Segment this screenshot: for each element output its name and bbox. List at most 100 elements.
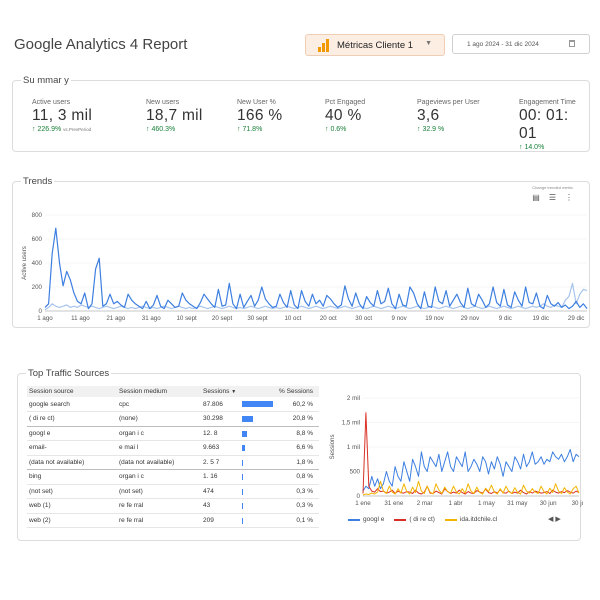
pct-cell: 8,8 % [263,426,319,441]
metric-value: 18,7 mil [146,107,203,124]
metric-engagement-time: Engagement Time 00: 01: 01 ↑ 14.0% [519,99,589,151]
x-tick-label: 30 oct [355,315,372,322]
sessions-cell: 30.298 [201,411,263,427]
metric-active-users: Active users 11, 3 mil ↑ 226.9% vs.PrevP… [32,99,92,133]
pct-cell: 0,3 % [263,498,319,514]
metric-value: 00: 01: 01 [519,107,569,142]
x-tick-label: 29 nov [461,315,480,322]
source-cell: web (2) [27,513,117,528]
x-tick-label: 1 ago [37,315,53,322]
x-tick-label: 20 sept [212,315,233,322]
y-tick-label: 600 [32,236,43,243]
source-cell: email- [27,440,117,456]
next-page-icon[interactable]: ▶ [555,516,561,523]
sessions-cell: 43 [201,498,263,514]
sessions-bar [242,430,247,437]
sort-desc-icon: ▼ [231,389,237,395]
source-cell: google search [27,397,117,412]
trend-controls: Change trended metric ▤ ☰ ⋮ [532,185,573,202]
legend-item[interactable]: googl e [348,516,384,523]
add-chart-icon[interactable]: ▤ [532,193,540,202]
table-row[interactable]: (data not available) (data not available)… [27,455,319,470]
column-header-medium[interactable]: Session medium [117,386,201,397]
sessions-cell: 2. 5 7 [201,455,263,470]
sessions-bar [242,503,243,509]
sessions-cell: 209 [201,513,263,528]
prev-page-icon[interactable]: ◀ [548,516,554,523]
account-selector[interactable]: Métricas Cliente 1 ▼ [305,34,445,56]
legend-item[interactable]: ( di re ct) [394,516,435,523]
metric-pct-engaged: Pct Engaged 40 % ↑ 0.6% [325,99,365,133]
table-row[interactable]: web (2) re fe rral 209 0,1 % [27,513,319,528]
metric-label: New User % [237,99,276,106]
metric-value: 166 % [237,107,283,124]
traffic-sources-card: Top Traffic Sources Session source Sessi… [17,368,583,541]
pct-cell: 0,1 % [263,513,319,528]
table-header-row: Session source Session medium Sessions ▼… [27,386,319,397]
series-line--di-re-ct- [362,412,580,495]
x-tick-label: 31 ene [384,500,403,507]
pct-cell: 6,6 % [263,440,319,456]
trends-chart: 0 200 400 600 800 1 ago 11 ago 21 ago 31 ago 10 s… [21,212,588,322]
medium-cell: re fe rral [117,498,201,514]
medium-cell: organ i c [117,469,201,485]
medium-cell: cpc [117,397,201,412]
table-row[interactable]: bing organ i c 1. 16 0,8 % [27,469,319,485]
x-tick-label: 1 may [478,500,496,507]
x-tick-label: 9 dic [499,315,512,322]
y-axis-label: Sessions [329,434,336,459]
y-tick-label: 800 [32,212,43,219]
sessions-bar [242,517,243,524]
column-header-source[interactable]: Session source [27,386,117,397]
y-tick-label: 400 [32,260,43,267]
date-range-picker[interactable]: 1 ago 2024 - 31 dic 2024 [452,34,590,54]
sessions-bar [242,474,243,480]
medium-cell: organ i c [117,426,201,441]
chart-legend: googl e ( di re ct) ida.itdchile.cl [348,516,497,523]
source-cell: bing [27,469,117,485]
x-tick-label: 9 nov [392,315,408,322]
calendar-icon [569,40,575,47]
x-tick-label: 20 oct [320,315,337,322]
sessions-chart: 0 500 1 mil 1,5 mil 2 mil 1 ene 31 ene 2 mar 1 a… [329,395,583,507]
sessions-bar [242,401,274,407]
x-tick-label: 10 oct [284,315,301,322]
pct-cell: 20,8 % [263,411,319,427]
sessions-cell: 1. 16 [201,469,263,485]
x-tick-label: 11 ago [71,315,90,322]
filter-icon[interactable]: ☰ [548,193,556,202]
medium-cell: (data not available) [117,455,201,470]
sessions-cell: 9.663 [201,440,263,456]
table-row[interactable]: email-e mai l 9.663 6,6 % [27,440,319,456]
series-line-previous [44,282,588,311]
source-cell: (not set) [27,484,117,499]
metric-label: Active users [32,99,71,106]
metric-change: ↑ 71.8% [237,126,263,133]
series-line-ida-itdchile-cl [362,480,580,496]
table-row[interactable]: google search cpc 87.806 60,2 % [27,397,319,412]
medium-cell: (none) [117,411,201,427]
pct-cell: 0,8 % [263,469,319,485]
table-row[interactable]: googl e organ i c 12. 8 8,8 % [27,426,319,441]
column-header-sessions[interactable]: Sessions ▼ [201,386,263,397]
date-range-text: 1 ago 2024 - 31 dic 2024 [467,40,539,48]
table-row[interactable]: web (1) re fe rral 43 0,3 % [27,498,319,514]
y-tick-label: 0 [39,308,43,315]
trends-card: Trends 0 200 400 600 800 1 ago 11 ago 21 ago 31 … [12,176,590,328]
table-row[interactable]: (not set) (not set) 474 0,3 % [27,484,319,499]
traffic-table: Session source Session medium Sessions ▼… [27,386,319,528]
more-vert-icon[interactable]: ⋮ [565,193,573,202]
x-tick-label: 30 sept [247,315,268,322]
x-tick-label: 10 sept [176,315,197,322]
series-line-googl-e [362,449,580,492]
metric-note: vs.PrevPeriod [63,127,92,132]
x-tick-label: 30 jun [540,500,557,507]
sessions-bar [242,445,246,451]
x-tick-label: 31 ago [142,315,161,322]
legend-item[interactable]: ida.itdchile.cl [444,516,497,523]
legend-pager: ◀ ▶ [548,515,561,523]
pct-cell: 1,8 % [263,455,319,470]
x-tick-label: 19 nov [425,315,444,322]
column-header-pct-sessions[interactable]: % Sessions [263,386,319,397]
table-row[interactable]: ( di re ct) (none) 30.298 20,8 % [27,411,319,427]
